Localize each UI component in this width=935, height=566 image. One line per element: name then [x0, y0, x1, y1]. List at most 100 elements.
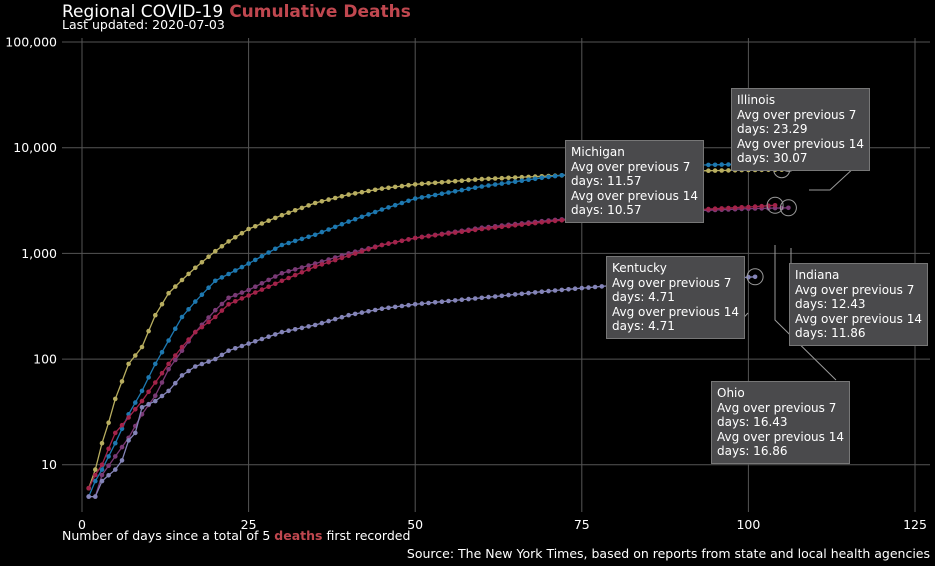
data-point	[179, 314, 185, 320]
data-point	[372, 244, 378, 250]
data-point	[486, 226, 491, 231]
data-point	[239, 343, 245, 349]
data-point	[706, 162, 711, 168]
data-point	[459, 297, 465, 303]
x-tick-label: 25	[241, 517, 257, 532]
data-point	[519, 291, 525, 297]
data-point	[246, 287, 251, 293]
data-point	[113, 454, 118, 459]
data-point	[99, 440, 105, 446]
data-point	[273, 274, 278, 279]
data-point	[559, 173, 565, 178]
data-point	[326, 260, 331, 265]
data-point	[539, 289, 545, 295]
data-point	[532, 176, 538, 182]
data-point	[292, 267, 298, 272]
data-point	[339, 314, 345, 320]
data-point	[406, 302, 411, 308]
data-point	[153, 361, 158, 367]
x-tick-label: 0	[78, 517, 86, 532]
x-tick-label: 100	[736, 517, 760, 532]
data-point	[506, 292, 511, 298]
data-point	[113, 430, 118, 436]
data-point	[126, 415, 131, 420]
data-point	[133, 430, 138, 436]
data-point	[392, 304, 398, 310]
tooltip-line: Avg over previous 7	[571, 159, 691, 174]
data-point	[366, 212, 371, 217]
data-point	[712, 162, 718, 168]
data-point	[99, 472, 105, 478]
data-point	[199, 260, 205, 265]
data-point	[739, 205, 744, 210]
data-point	[432, 300, 438, 305]
data-point	[432, 192, 438, 198]
data-point	[586, 285, 591, 290]
x-axis-label: Number of days since a total of 5 deaths…	[62, 528, 410, 543]
data-point	[426, 233, 431, 239]
data-point	[499, 293, 505, 299]
data-point	[292, 327, 298, 332]
data-point	[472, 185, 478, 190]
tooltip-ohio: Ohio Avg over previous 7 days: 16.43 Avg…	[711, 381, 851, 464]
data-point	[339, 221, 345, 227]
data-point	[479, 295, 485, 301]
last-updated: Last updated: 2020-07-03	[62, 17, 225, 32]
data-point	[259, 281, 265, 286]
data-point	[426, 181, 431, 186]
tooltip-state: Kentucky	[612, 261, 667, 275]
endpoint-marker	[766, 196, 784, 214]
data-point	[366, 247, 371, 252]
data-point	[359, 249, 365, 254]
data-point	[273, 246, 278, 252]
data-point	[519, 174, 525, 180]
x-tick-label: 75	[574, 517, 590, 532]
data-point	[186, 368, 191, 374]
data-point	[273, 215, 278, 221]
data-point	[712, 206, 718, 211]
data-point	[512, 175, 518, 180]
data-point	[326, 227, 331, 232]
data-point	[266, 250, 271, 255]
data-point	[752, 204, 758, 209]
data-point	[279, 278, 285, 284]
data-point	[526, 221, 531, 227]
data-point	[213, 307, 218, 313]
data-point	[559, 287, 565, 293]
data-point	[406, 198, 411, 204]
data-point	[306, 267, 311, 272]
data-point	[153, 393, 158, 399]
tooltip-line: Avg over previous 14	[717, 429, 845, 444]
data-point	[559, 218, 565, 223]
data-point	[359, 310, 365, 315]
tooltip-line: days: 10.57	[571, 203, 642, 217]
tooltip-line: days: 16.43	[717, 415, 788, 429]
data-point	[379, 207, 385, 212]
data-point	[193, 299, 198, 304]
data-point	[459, 178, 465, 183]
data-point	[159, 301, 165, 307]
data-point	[479, 226, 485, 232]
data-point	[726, 162, 731, 167]
data-point	[359, 214, 365, 220]
data-point	[173, 357, 178, 363]
data-point	[366, 188, 371, 194]
data-point	[346, 253, 351, 259]
data-point	[406, 237, 411, 242]
data-point	[279, 212, 285, 218]
data-point	[532, 290, 538, 295]
data-point	[106, 446, 111, 452]
data-point	[199, 324, 205, 330]
data-point	[246, 226, 251, 232]
data-point	[226, 271, 231, 277]
data-point	[399, 183, 405, 189]
data-point	[759, 203, 764, 209]
data-point	[372, 307, 378, 313]
data-point	[499, 175, 505, 181]
data-point	[153, 312, 158, 318]
data-point	[352, 311, 358, 317]
data-point	[193, 364, 198, 369]
data-point	[312, 322, 318, 328]
data-point	[439, 299, 445, 305]
data-point	[552, 218, 558, 224]
